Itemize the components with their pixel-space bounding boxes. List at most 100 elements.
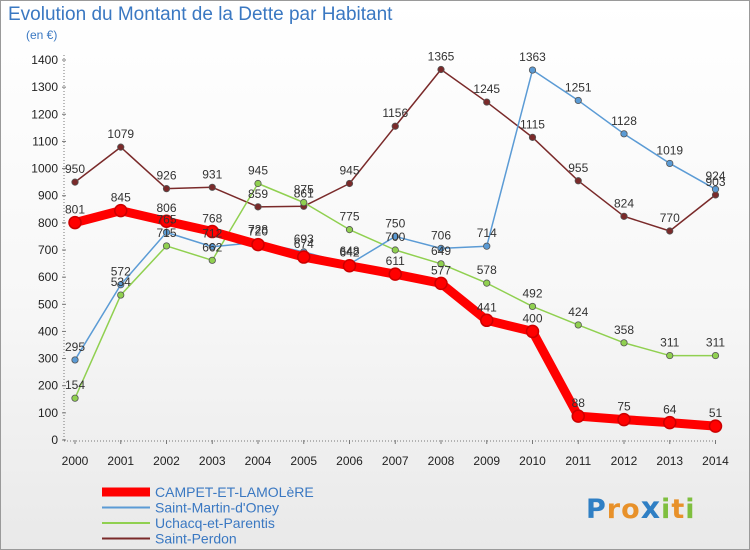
y-tick-label: 600 (38, 270, 58, 284)
data-label: 441 (477, 300, 497, 314)
data-point (117, 291, 125, 299)
data-point (208, 183, 216, 191)
data-point (574, 321, 582, 329)
x-tick-label: 2008 (428, 454, 455, 468)
data-point (663, 415, 677, 430)
data-label: 1156 (382, 106, 408, 120)
x-tick-label: 2014 (702, 454, 729, 468)
data-label: 311 (706, 336, 725, 350)
data-label: 578 (477, 263, 497, 277)
data-label: 295 (65, 340, 85, 354)
logo-letter: P (586, 494, 607, 525)
data-point (437, 65, 445, 74)
data-label: 700 (385, 230, 405, 244)
y-tick-label: 900 (38, 189, 58, 203)
data-point (345, 226, 354, 234)
data-point (528, 302, 537, 311)
y-tick-label: 100 (38, 406, 58, 420)
proxiti-logo: Proxiti (586, 491, 696, 526)
data-label: 714 (477, 226, 497, 240)
data-label: 1128 (611, 114, 637, 128)
data-point (666, 159, 674, 168)
x-tick-label: 2010 (519, 454, 546, 468)
chart-subtitle: (en €) (26, 28, 58, 42)
data-point (71, 394, 79, 402)
data-label: 1115 (520, 117, 545, 131)
data-label: 728 (248, 222, 268, 236)
data-label: 88 (572, 396, 586, 410)
data-label: 903 (705, 175, 725, 189)
data-label: 662 (202, 240, 222, 254)
y-tick-label: 1000 (31, 162, 58, 176)
data-point (254, 203, 262, 211)
y-tick-label: 500 (38, 297, 58, 311)
data-point (483, 242, 491, 250)
y-tick-label: 1400 (31, 53, 58, 67)
x-tick-label: 2006 (336, 454, 363, 468)
data-point (434, 276, 448, 291)
data-point (205, 224, 219, 239)
data-point (708, 419, 723, 433)
data-label: 706 (431, 228, 451, 242)
data-point (117, 143, 125, 151)
data-point (437, 244, 445, 252)
data-point (480, 313, 494, 328)
chart-title: Evolution du Montant de la Dette par Hab… (8, 4, 393, 25)
x-tick-label: 2007 (382, 454, 409, 468)
legend-label: CAMPET-ET-LAMOLèRE (155, 484, 314, 500)
data-point (525, 324, 540, 339)
y-tick-label: 1100 (32, 134, 58, 148)
data-label: 642 (339, 246, 359, 260)
data-label: 492 (522, 286, 542, 300)
legend-label: Saint-Martin-d'Oney (155, 500, 279, 516)
data-label: 424 (568, 305, 588, 319)
data-point (528, 133, 537, 141)
x-tick-label: 2004 (245, 454, 272, 468)
data-point (391, 232, 399, 241)
y-tick-label: 800 (38, 216, 58, 230)
data-point (208, 243, 216, 251)
data-point (208, 256, 216, 264)
data-label: 765 (156, 212, 176, 226)
data-label: 572 (111, 265, 131, 279)
y-tick-label: 700 (38, 243, 58, 257)
data-point (71, 178, 79, 186)
data-point (159, 214, 174, 228)
x-tick-label: 2000 (62, 454, 89, 468)
logo-letter: x (640, 491, 662, 526)
x-tick-label: 2011 (565, 454, 591, 468)
data-label: 955 (568, 161, 588, 175)
data-label: 712 (202, 227, 222, 241)
data-label: 1079 (107, 127, 134, 141)
data-label: 931 (202, 167, 222, 181)
data-label: 945 (339, 163, 359, 177)
data-point (437, 260, 445, 268)
x-tick-label: 2013 (656, 454, 683, 468)
x-tick-label: 2002 (153, 454, 180, 468)
logo-letter: i (685, 494, 696, 525)
data-point (300, 198, 308, 207)
data-point (71, 356, 79, 364)
data-label: 1365 (428, 49, 455, 63)
data-label: 950 (65, 162, 85, 176)
data-label: 875 (294, 182, 314, 196)
data-label: 674 (294, 237, 314, 251)
data-point (297, 250, 311, 264)
data-point (342, 258, 357, 273)
data-label: 64 (663, 403, 677, 417)
data-label: 715 (156, 226, 176, 240)
y-tick-label: 0 (51, 433, 58, 447)
data-label: 311 (660, 336, 679, 350)
data-label: 861 (294, 186, 314, 200)
data-label: 358 (614, 323, 634, 337)
data-point (571, 409, 585, 423)
data-point (391, 246, 399, 254)
data-point (391, 122, 399, 130)
data-label: 649 (431, 244, 451, 258)
logo-letter: t (671, 494, 686, 525)
logo-letter: i (661, 494, 672, 525)
data-label: 75 (617, 400, 631, 414)
x-tick-label: 2001 (107, 454, 134, 468)
data-label: 1363 (519, 50, 546, 64)
